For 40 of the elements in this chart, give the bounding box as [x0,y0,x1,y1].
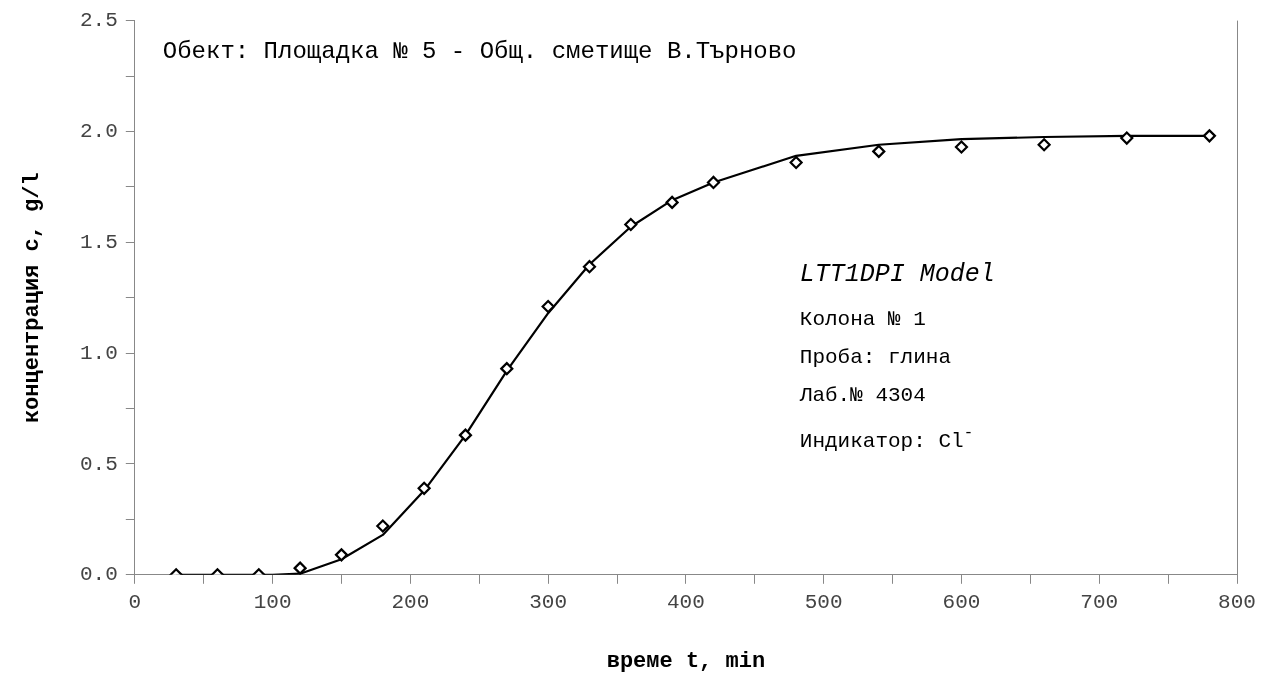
y-tick-label: 2.5 [79,9,118,33]
annotation: Лаб.№ 4304 [798,383,926,407]
point [872,144,886,158]
x-tick-label: 700 [1080,590,1119,614]
x-tick-label: 200 [391,590,430,614]
y-tick-label: 1.0 [79,341,118,365]
y-tick-label: 0.5 [79,452,118,476]
point [954,140,969,154]
annotation: LTT1DPI Model [799,259,995,289]
x-tick-label: 500 [804,590,843,614]
point [376,519,390,533]
point [1120,131,1134,145]
x-tick-label: 0 [128,590,142,614]
point [1202,129,1217,143]
annotation: Проба: глина [799,345,952,369]
point [417,481,431,495]
point [582,260,597,274]
y-tick-label: 0.0 [79,563,118,587]
x-axis-title: време t, min [606,649,766,674]
y-axis-title: концентрация c, g/l [20,172,45,424]
x-tick-label: 600 [942,590,981,614]
x-tick-label: 800 [1218,590,1256,614]
y-tick-label: 1.5 [79,230,118,254]
point [334,548,349,562]
point [665,195,679,209]
x-tick-label: 400 [667,590,705,614]
point [293,561,307,575]
point [458,428,473,442]
annotation: Индикатор: Cl- [799,424,974,453]
annotation: Колона № 1 [799,307,926,331]
point [706,175,721,190]
point [789,155,803,170]
point [500,362,514,376]
x-tick-label: 100 [253,590,292,614]
annotation: Обект: Площадка № 5 - Общ. сметище В.Търново [162,37,797,65]
point [624,217,638,232]
y-tick-label: 2.0 [79,120,118,143]
x-tick-label: 300 [529,590,568,614]
point [541,299,555,314]
point [1037,138,1051,152]
